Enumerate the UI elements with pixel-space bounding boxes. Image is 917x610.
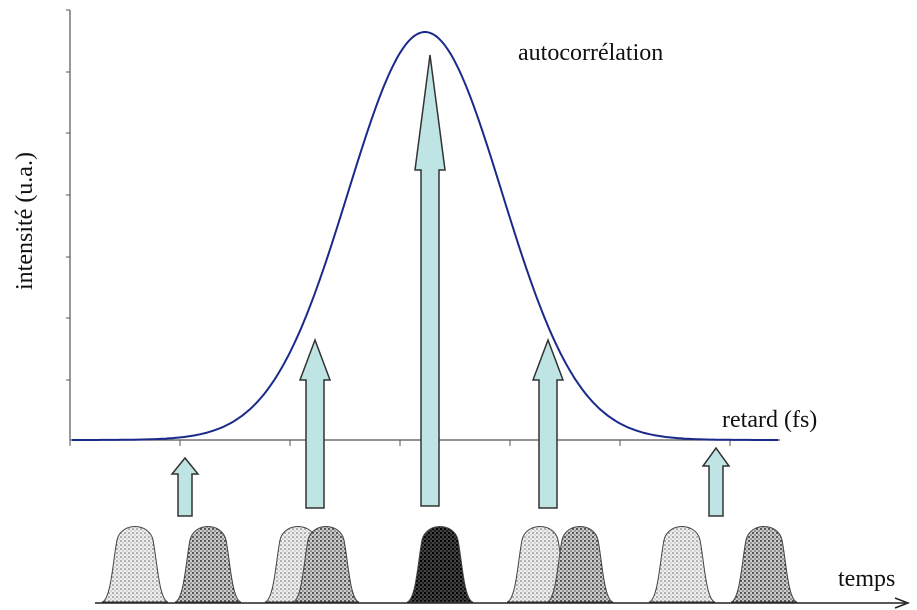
- pulse: [546, 526, 614, 603]
- time-axis: [95, 597, 911, 609]
- curve-label: autocorrélation: [518, 40, 663, 66]
- pulses: [101, 526, 798, 603]
- pulse: [648, 526, 716, 603]
- pulse: [101, 526, 169, 603]
- arrows: [170, 54, 731, 517]
- pulse: [406, 526, 474, 603]
- y-axis-label: intensité (u.a.): [12, 152, 38, 290]
- x-axis-label: retard (fs): [722, 407, 817, 433]
- pulse: [292, 526, 360, 603]
- pulse: [174, 526, 242, 603]
- time-axis-label: temps: [838, 566, 895, 592]
- autocorrelation-curve: [72, 31, 778, 441]
- pulse: [730, 526, 798, 603]
